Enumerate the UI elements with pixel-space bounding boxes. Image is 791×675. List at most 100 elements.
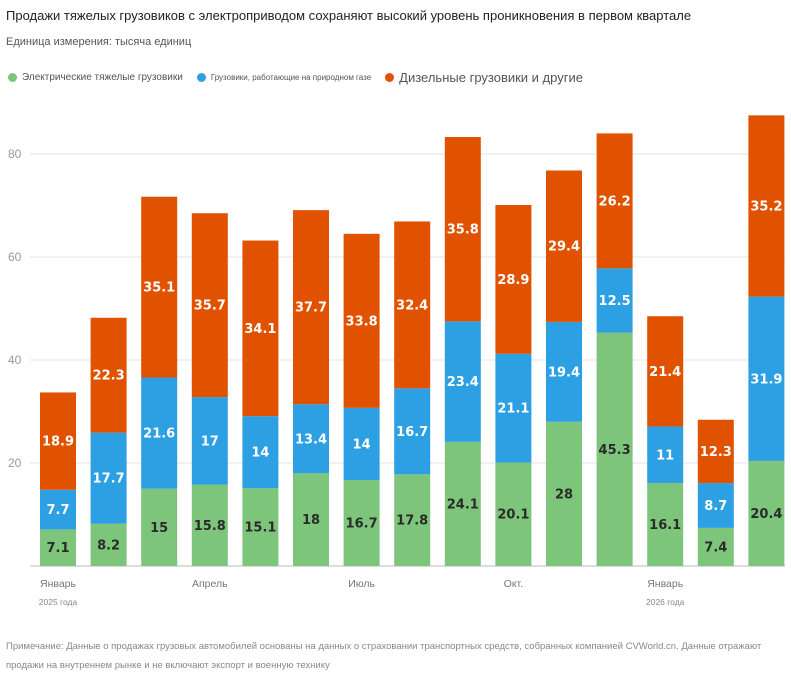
legend-item-electric: Электрические тяжелые грузовики: [8, 72, 183, 83]
bar-segment: [141, 377, 178, 489]
legend-label-gas: Грузовики, работающие на природном газе: [210, 73, 372, 82]
bar-segment: [647, 483, 684, 566]
bar-segment: [596, 133, 633, 269]
bar-segment: [697, 419, 734, 484]
data-label: 32.4: [396, 298, 428, 313]
bar-segment: [546, 321, 582, 422]
bar-segment: [444, 137, 481, 322]
bar-segment: [596, 332, 633, 566]
data-label: 19.4: [548, 365, 580, 380]
data-label: 24.1: [447, 497, 479, 512]
legend-item-diesel: Дизельные грузовики и другие: [385, 70, 583, 85]
data-label: 31.9: [750, 372, 782, 387]
data-label: 26.2: [599, 194, 631, 209]
data-label: 21.6: [143, 427, 175, 442]
legend-label-diesel: Дизельные грузовики и другие: [399, 70, 583, 85]
bar-segment: [394, 388, 431, 475]
bar-segment: [748, 115, 785, 297]
data-label: 18.9: [42, 435, 74, 450]
bar-segment: [242, 488, 279, 566]
y-tick-label-60: 60: [8, 250, 22, 264]
x-tick-label: Окт.: [504, 578, 523, 590]
data-label: 28: [555, 487, 573, 502]
bar-segment: [748, 460, 785, 566]
bar-segment: [394, 474, 431, 566]
bar-segment: [697, 527, 734, 566]
bar-segment: [748, 296, 785, 461]
bar-segment: [647, 316, 684, 427]
data-label: 12.3: [700, 445, 732, 460]
bar-segment: [293, 210, 329, 405]
bar-segment: [191, 213, 228, 398]
data-label: 11: [656, 448, 674, 463]
bar-segment: [191, 484, 228, 566]
data-label: 21.1: [497, 402, 529, 417]
data-label: 29.4: [548, 240, 580, 255]
data-label: 13.4: [295, 432, 327, 447]
bar-segment: [546, 170, 582, 322]
data-label: 33.8: [346, 314, 378, 329]
data-label: 16.1: [649, 518, 681, 533]
data-label: 22.3: [93, 369, 125, 384]
data-label: 7.4: [704, 540, 727, 555]
bar-segment: [141, 488, 178, 566]
data-label: 35.2: [750, 200, 782, 215]
data-label: 7.7: [46, 503, 69, 518]
bar-segment: [495, 204, 532, 354]
y-tick-label-40: 40: [8, 353, 22, 367]
bar-segment: [596, 268, 633, 333]
bar-segment: [444, 441, 481, 566]
data-label: 23.4: [447, 375, 479, 390]
x-tick-label: Апрель: [192, 578, 228, 590]
bar-segment: [191, 397, 228, 485]
chart-legend: Электрические тяжелые грузовики Грузовик…: [8, 70, 597, 85]
data-label: 35.1: [143, 281, 175, 296]
x-tick-sublabel: 2025 года: [39, 597, 78, 607]
x-tick-sublabel: 2026 года: [646, 597, 685, 607]
data-label: 28.9: [497, 273, 529, 288]
bar-segment: [40, 392, 76, 490]
data-label: 17: [201, 434, 219, 449]
footnote: Примечание: Данные о продажах грузовых а…: [6, 641, 762, 671]
bar-segment: [546, 421, 582, 566]
data-label: 45.3: [599, 443, 631, 458]
data-label: 17.8: [396, 514, 428, 529]
legend-swatch-electric: [8, 73, 17, 82]
data-label: 34.1: [244, 322, 276, 337]
data-label: 16.7: [396, 425, 428, 440]
bar-segment: [40, 489, 76, 530]
bar-segment: [343, 407, 380, 480]
bar-segment: [343, 479, 380, 566]
y-tick-label-80: 80: [8, 147, 22, 161]
data-label: 18: [302, 513, 320, 528]
x-tick-label: Июль: [348, 578, 375, 590]
chart-subtitle: Единица измерения: тысяча единиц: [6, 36, 192, 48]
bar-segment: [293, 404, 329, 474]
bar-segment: [141, 196, 178, 378]
bar-segment: [495, 353, 532, 463]
data-label: 7.1: [46, 541, 69, 556]
data-label: 20.4: [750, 507, 782, 522]
bar-segment: [90, 317, 127, 433]
data-label: 15: [150, 521, 168, 536]
data-label: 14: [251, 446, 269, 461]
data-label: 8.2: [97, 538, 120, 553]
data-label: 12.5: [599, 294, 631, 309]
data-label: 16.7: [346, 516, 378, 531]
bar-segment: [242, 240, 279, 417]
data-label: 8.7: [704, 499, 727, 514]
bar-segment: [495, 462, 532, 566]
bar-segment: [242, 416, 279, 489]
bar-segment: [90, 523, 127, 566]
bar-segment: [444, 321, 481, 442]
data-label: 21.4: [649, 365, 681, 380]
x-tick-label: Январь: [647, 578, 684, 590]
legend-item-gas: Грузовики, работающие на природном газе: [196, 73, 372, 82]
data-label: 17.7: [93, 472, 125, 487]
bar-segment: [697, 483, 734, 528]
data-label: 35.8: [447, 223, 479, 238]
bar-segment: [647, 426, 684, 484]
chart-title: Продажи тяжелых грузовиков с электроприв…: [6, 8, 692, 23]
bar-segment: [394, 221, 431, 389]
